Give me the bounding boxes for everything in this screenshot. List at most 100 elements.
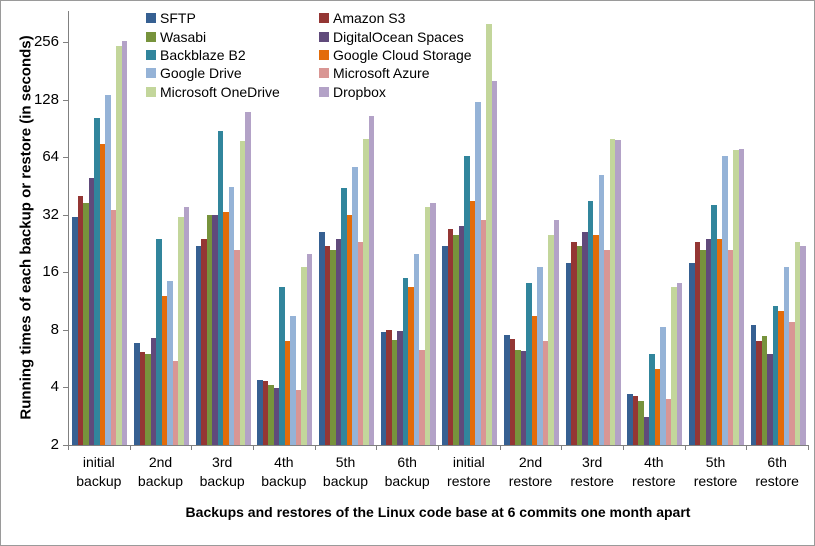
bar-dropbox xyxy=(491,81,498,445)
legend-swatch xyxy=(146,49,156,60)
bar-sftp xyxy=(565,262,572,445)
x-category-label: 6th backup xyxy=(384,454,430,489)
bar-google-cloud-storage xyxy=(593,235,599,445)
bar-microsoft-onedrive xyxy=(424,207,431,445)
bar-digitalocean-spaces xyxy=(458,225,465,445)
bar-sftp xyxy=(442,245,448,445)
bar-google-drive xyxy=(228,186,235,445)
bar-sftp xyxy=(134,343,140,445)
legend-item: Microsoft Azure xyxy=(319,64,472,82)
x-tick-mark xyxy=(68,445,69,450)
bar-amazon-s3 xyxy=(324,245,331,445)
bar-amazon-s3 xyxy=(632,396,639,445)
legend-label: Google Drive xyxy=(160,65,242,82)
y-tick-mark xyxy=(63,157,68,159)
bar-google-drive xyxy=(722,156,728,445)
x-tick-mark xyxy=(253,445,254,450)
legend-label: Backblaze B2 xyxy=(160,46,246,63)
legend-item: Google Cloud Storage xyxy=(319,46,472,64)
x-tick-mark xyxy=(684,445,686,450)
bar-microsoft-onedrive xyxy=(116,45,122,445)
bar-wasabi xyxy=(391,339,398,445)
x-category-label: 5th restore xyxy=(693,454,738,489)
bar-microsoft-azure xyxy=(727,249,734,445)
bar-microsoft-onedrive xyxy=(239,140,246,445)
legend-item: DigitalOcean Spaces xyxy=(319,27,472,45)
bar-amazon-s3 xyxy=(262,381,269,445)
bar-microsoft-onedrive xyxy=(486,23,492,445)
bar-google-cloud-storage xyxy=(284,341,291,445)
legend-item: Wasabi xyxy=(146,27,280,45)
bar-dropbox xyxy=(368,116,375,445)
bar-microsoft-onedrive xyxy=(178,217,184,445)
bar-backblaze-b2 xyxy=(711,205,717,445)
bar-backblaze-b2 xyxy=(772,305,779,445)
bar-group xyxy=(624,11,686,445)
bar-microsoft-azure xyxy=(172,361,178,445)
bar-backblaze-b2 xyxy=(464,156,470,445)
bar-microsoft-onedrive xyxy=(609,138,616,445)
bar-backblaze-b2 xyxy=(341,188,347,445)
bar-amazon-s3 xyxy=(139,352,145,445)
bar-digitalocean-spaces xyxy=(88,177,95,445)
bar-sftp xyxy=(319,232,325,445)
legend-label: Microsoft OneDrive xyxy=(160,83,280,100)
bar-google-drive xyxy=(660,326,666,445)
legend-item: SFTP xyxy=(146,9,280,27)
bar-wasabi xyxy=(576,245,583,445)
legend-label: Amazon S3 xyxy=(333,10,406,27)
bar-google-drive xyxy=(598,174,605,445)
legend-swatch xyxy=(146,86,156,97)
bar-amazon-s3 xyxy=(77,196,84,445)
bar-dropbox xyxy=(121,40,128,445)
bar-digitalocean-spaces xyxy=(397,330,403,445)
legend-item: Microsoft OneDrive xyxy=(146,83,280,101)
bar-google-cloud-storage xyxy=(716,238,723,445)
bar-microsoft-azure xyxy=(419,349,425,445)
bar-digitalocean-spaces xyxy=(767,353,773,445)
bar-sftp xyxy=(257,379,263,445)
bar-microsoft-onedrive xyxy=(363,138,369,445)
bar-backblaze-b2 xyxy=(279,286,285,445)
bar-dropbox xyxy=(553,220,560,445)
legend-swatch xyxy=(319,31,329,42)
y-tick-mark xyxy=(63,272,68,274)
bar-group xyxy=(562,11,624,445)
bar-dropbox xyxy=(615,139,621,445)
bar-google-cloud-storage xyxy=(346,214,353,445)
bar-group xyxy=(316,11,378,445)
bar-google-cloud-storage xyxy=(99,144,106,445)
bar-google-drive xyxy=(537,267,543,445)
bar-google-drive xyxy=(290,315,296,445)
y-tick-mark xyxy=(63,214,68,216)
bar-backblaze-b2 xyxy=(156,238,162,445)
bar-wasabi xyxy=(268,385,274,445)
y-tick-mark xyxy=(63,99,68,101)
bar-google-drive xyxy=(413,253,420,445)
bar-google-cloud-storage xyxy=(161,296,167,445)
bar-dropbox xyxy=(183,207,189,445)
bar-microsoft-onedrive xyxy=(733,149,739,445)
legend-item: Amazon S3 xyxy=(319,9,472,27)
bar-google-cloud-storage xyxy=(408,286,414,445)
y-tick-mark xyxy=(63,387,68,389)
legend-label: SFTP xyxy=(160,10,196,27)
legend-swatch xyxy=(319,13,329,24)
bar-wasabi xyxy=(515,349,521,445)
bar-microsoft-azure xyxy=(110,209,117,445)
bar-backblaze-b2 xyxy=(94,117,100,445)
bar-sftp xyxy=(689,262,695,445)
legend-item: Google Drive xyxy=(146,64,280,82)
x-category-label: 6th restore xyxy=(755,454,799,489)
bar-microsoft-azure xyxy=(295,389,302,445)
bar-microsoft-onedrive xyxy=(671,286,677,445)
bar-google-drive xyxy=(167,280,173,445)
legend-item: Dropbox xyxy=(319,83,472,101)
y-axis-title: Running times of each backup or restore … xyxy=(17,35,35,420)
legend-label: Microsoft Azure xyxy=(333,65,430,82)
bar-wasabi xyxy=(638,400,644,445)
bar-wasabi xyxy=(145,353,151,445)
bar-wasabi xyxy=(700,249,706,445)
bar-google-cloud-storage xyxy=(531,315,538,445)
bar-backblaze-b2 xyxy=(217,130,224,445)
